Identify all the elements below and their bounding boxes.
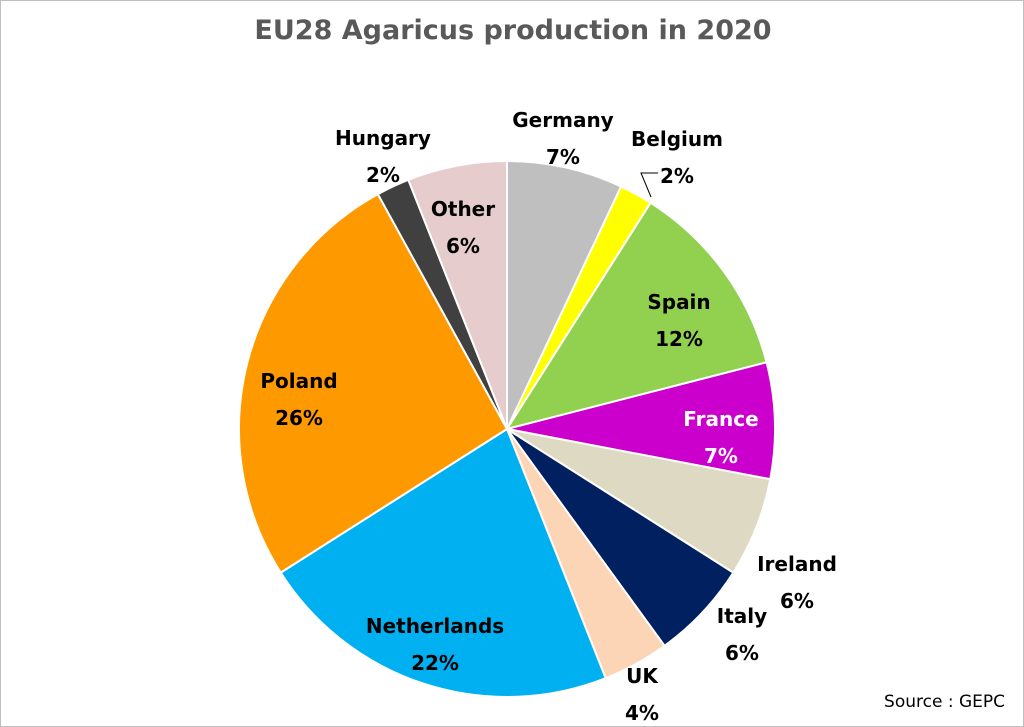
data-label-hungary: Hungary 2% <box>335 126 431 187</box>
data-label-other: Other 6% <box>431 197 495 258</box>
data-label-value: 26% <box>275 406 323 430</box>
data-label-category: Netherlands <box>366 614 504 638</box>
data-label-belgium: Belgium 2% <box>631 127 723 188</box>
data-label-category: Hungary <box>335 126 431 150</box>
data-label-value: 22% <box>411 651 459 675</box>
data-label-value: 6% <box>725 641 759 665</box>
data-label-category: Poland <box>260 369 337 393</box>
chart-title: EU28 Agaricus production in 2020 <box>254 15 772 46</box>
data-label-value: 2% <box>660 164 694 188</box>
data-label-germany: Germany 7% <box>512 108 613 169</box>
data-label-spain: Spain 12% <box>647 290 710 351</box>
pie-slice-netherlands <box>279 427 607 698</box>
data-label-category: Other <box>431 197 495 221</box>
data-label-italy: Italy 6% <box>717 604 767 665</box>
data-label-category: Spain <box>647 290 710 314</box>
pie-slice-poland <box>238 192 509 574</box>
data-label-category: UK <box>626 664 659 688</box>
data-label-value: 2% <box>366 163 400 187</box>
data-label-ireland: Ireland 6% <box>757 552 837 613</box>
data-label-category: France <box>683 407 758 431</box>
data-label-value: 6% <box>446 234 480 258</box>
data-label-category: Belgium <box>631 127 723 151</box>
data-label-category: Germany <box>512 108 613 132</box>
leader-line-belgium <box>640 172 658 198</box>
data-label-value: 6% <box>780 589 814 613</box>
source-note: Source : GEPC <box>884 692 1005 712</box>
data-label-value: 7% <box>546 145 580 169</box>
data-label-france: France 7% <box>683 407 758 468</box>
data-label-value: 7% <box>704 444 738 468</box>
data-label-uk: UK 4% <box>625 664 659 725</box>
pie-slice-france <box>506 361 776 481</box>
data-label-poland: Poland 26% <box>260 369 337 430</box>
data-label-value: 4% <box>625 701 659 725</box>
pie-slice-spain <box>504 201 768 431</box>
data-label-netherlands: Netherlands 22% <box>366 614 504 675</box>
pie-slice-germany <box>506 159 623 430</box>
pie-slice-other <box>407 159 508 430</box>
data-label-value: 12% <box>655 327 703 351</box>
data-label-category: Italy <box>717 604 767 628</box>
data-label-category: Ireland <box>757 552 837 576</box>
